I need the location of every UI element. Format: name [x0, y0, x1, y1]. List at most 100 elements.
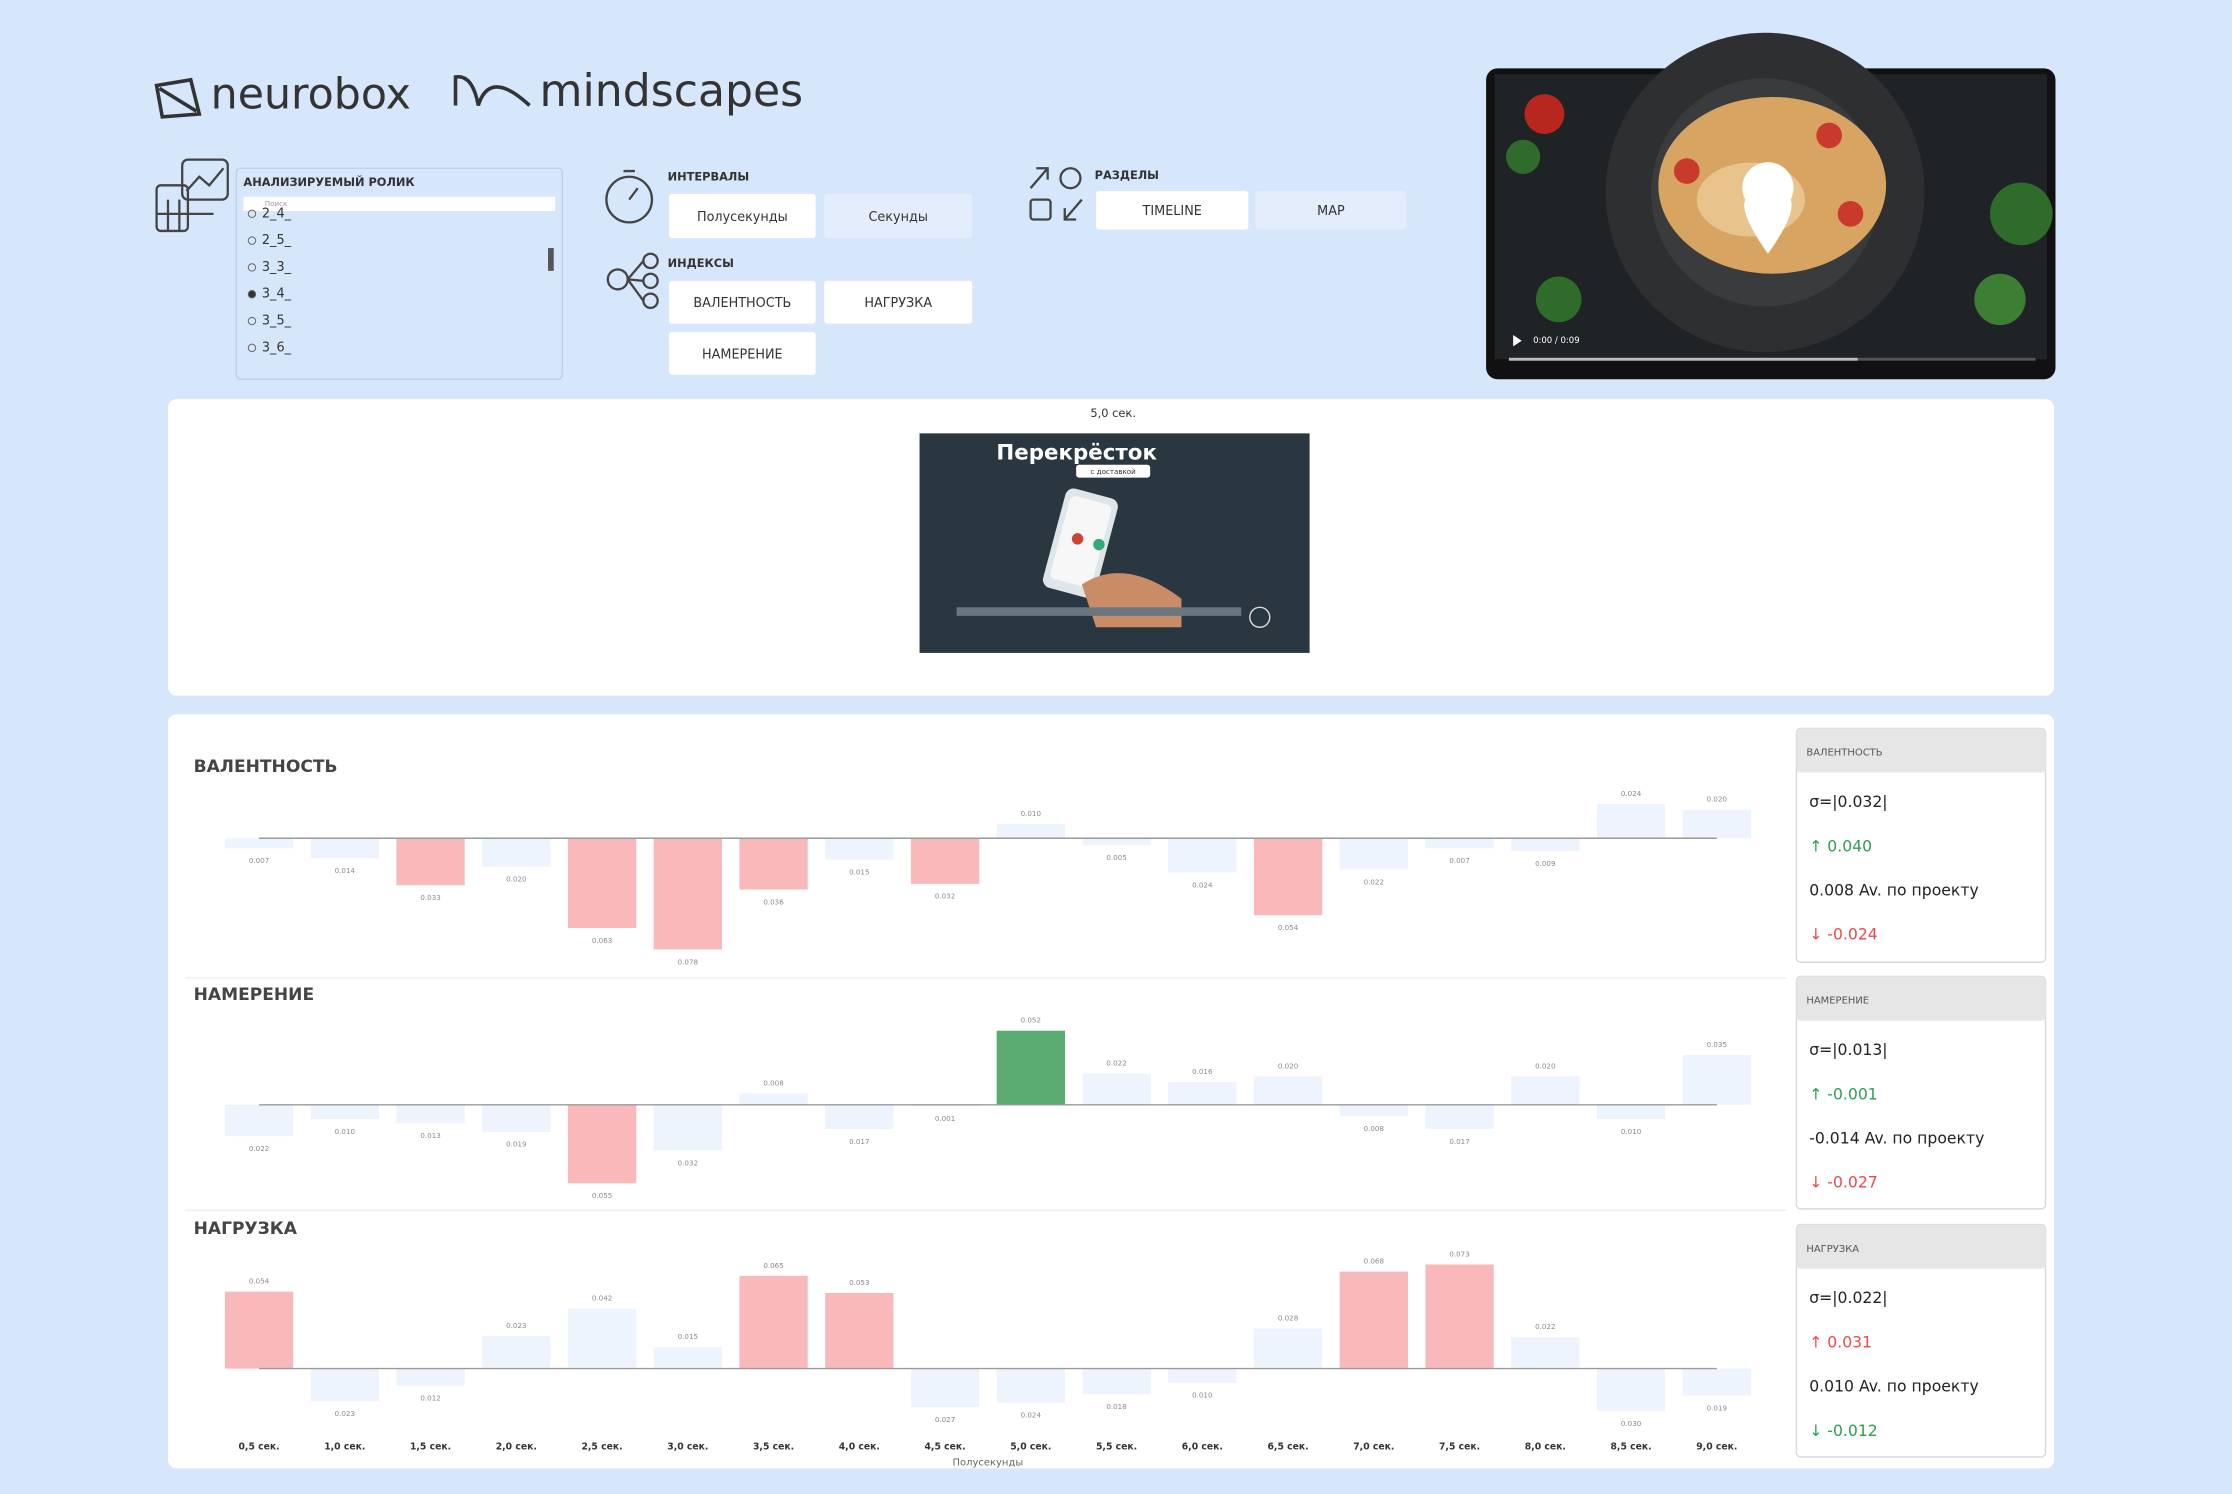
- bar: [1682, 1054, 1751, 1105]
- bar: [1425, 838, 1494, 849]
- preview-caption: 5,0 сек.: [1090, 406, 1135, 420]
- value-label: 0.053: [849, 1278, 869, 1287]
- slicer-item[interactable]: 3_5_: [262, 314, 292, 329]
- value-label: 0.063: [592, 936, 612, 945]
- slicer-item[interactable]: 3_6_: [262, 340, 292, 355]
- value-label: 0.032: [935, 892, 955, 901]
- bar: [1511, 838, 1580, 852]
- button[interactable]: [824, 193, 973, 239]
- value-label: 0.016: [1192, 1067, 1213, 1076]
- value-label: 0.020: [1535, 1061, 1556, 1070]
- radio[interactable]: [247, 209, 257, 219]
- bar: [310, 1368, 379, 1402]
- value-label: 0.022: [1364, 877, 1384, 886]
- value-label: 0.008: [763, 1078, 784, 1087]
- button-label[interactable]: Полусекунды: [697, 210, 788, 225]
- search-box[interactable]: [243, 196, 556, 211]
- stats-title: ВАЛЕНТНОСТЬ: [1806, 748, 1882, 759]
- value-label: 0.012: [420, 1393, 440, 1402]
- value-label: 0.009: [1535, 859, 1556, 868]
- bar: [482, 1335, 551, 1369]
- bar: [1339, 1104, 1408, 1117]
- stats-lower: ↓ -0.012: [1809, 1421, 1878, 1440]
- x-tick-label: 9,0 сек.: [1696, 1441, 1737, 1452]
- bar: [653, 1347, 722, 1369]
- value-label: 0.042: [592, 1294, 612, 1303]
- stats-lower: ↓ -0.024: [1809, 925, 1878, 944]
- slicer-item[interactable]: 2_5_: [262, 233, 292, 248]
- bar: [310, 838, 379, 859]
- button-label[interactable]: Секунды: [868, 210, 927, 225]
- value-label: 0.001: [935, 1114, 955, 1123]
- button[interactable]: [1255, 191, 1407, 230]
- value-label: 0.068: [1364, 1257, 1385, 1266]
- button-label[interactable]: ВАЛЕНТНОСТЬ: [693, 296, 791, 311]
- stats-average: -0.014 Av. по проекту: [1809, 1129, 1984, 1148]
- value-label: 0.024: [1621, 789, 1642, 798]
- button[interactable]: [1096, 191, 1249, 230]
- button-label[interactable]: MAP: [1317, 204, 1345, 219]
- button[interactable]: [669, 332, 816, 375]
- value-label: 0.008: [1364, 1124, 1385, 1133]
- value-label: 0.035: [1707, 1040, 1727, 1049]
- value-label: 0.024: [1021, 1411, 1042, 1420]
- slicer-item[interactable]: 3_3_: [262, 260, 292, 275]
- x-tick-label: 2,5 сек.: [582, 1441, 623, 1452]
- logo-mindscapes: mindscapes: [539, 66, 803, 117]
- value-label: 0.022: [1106, 1058, 1126, 1067]
- bar: [224, 1291, 294, 1369]
- stats-title: НАГРУЗКА: [1806, 1244, 1859, 1255]
- chart-title: НАМЕРЕНИЕ: [194, 985, 315, 1005]
- button[interactable]: [669, 193, 816, 239]
- value-label: 0.055: [592, 1191, 612, 1200]
- video-time: 0:00 / 0:09: [1533, 336, 1580, 346]
- value-label: 0.033: [420, 893, 440, 902]
- value-label: 0.010: [1621, 1127, 1642, 1136]
- bar: [1082, 1073, 1151, 1105]
- button-label[interactable]: TIMELINE: [1142, 204, 1202, 219]
- button[interactable]: [824, 280, 973, 324]
- bar: [1682, 1368, 1751, 1396]
- dynamic-layer: neurobox mindscapes АНАЛИЗИРУЕМЫЙ РОЛИК Пои…: [194, 66, 2047, 1469]
- slicer-item[interactable]: 2_4_: [262, 206, 292, 221]
- value-label: 0.019: [506, 1140, 527, 1149]
- x-tick-label: 4,5 сек.: [925, 1441, 966, 1452]
- group-label: ИНТЕРВАЛЫ: [668, 169, 750, 183]
- value-label: 0.032: [678, 1158, 698, 1167]
- bar: [482, 1104, 551, 1132]
- button-label[interactable]: НАМЕРЕНИЕ: [702, 347, 783, 362]
- value-label: 0.007: [249, 856, 269, 865]
- slicer-item[interactable]: 3_4_: [262, 287, 292, 302]
- bar: [910, 838, 980, 884]
- radio[interactable]: [247, 290, 257, 299]
- chart-title: НАГРУЗКА: [194, 1219, 298, 1239]
- value-label: 0.065: [763, 1261, 783, 1270]
- radio[interactable]: [247, 263, 257, 272]
- bar: [396, 838, 465, 886]
- bar: [567, 1104, 637, 1184]
- bar: [825, 838, 894, 860]
- x-tick-label: 6,0 сек.: [1182, 1441, 1223, 1452]
- radio[interactable]: [247, 343, 257, 353]
- value-label: 0.054: [249, 1277, 270, 1286]
- value-label: 0.010: [1192, 1391, 1213, 1400]
- button-label[interactable]: НАГРУЗКА: [864, 296, 932, 311]
- preview-tagline: с доставкой: [1091, 467, 1136, 476]
- control-icons: [155, 158, 1083, 310]
- x-tick-label: 7,5 сек.: [1439, 1441, 1480, 1452]
- value-label: 0.005: [1106, 853, 1126, 862]
- radio[interactable]: [247, 236, 257, 245]
- value-label: 0.007: [1449, 856, 1469, 865]
- x-tick-label: 1,0 сек.: [324, 1441, 365, 1452]
- value-label: 0.017: [849, 1137, 869, 1146]
- stats-upper: ↑ 0.031: [1809, 1332, 1872, 1351]
- radio[interactable]: [247, 316, 257, 326]
- bar: [1596, 1104, 1666, 1120]
- scrollbar: [548, 248, 554, 271]
- button[interactable]: [669, 280, 816, 324]
- group-label: ИНДЕКСЫ: [668, 256, 734, 270]
- value-label: 0.023: [335, 1409, 355, 1418]
- bar: [1425, 1104, 1494, 1130]
- bar: [739, 1275, 808, 1369]
- value-label: 0.030: [1621, 1419, 1642, 1428]
